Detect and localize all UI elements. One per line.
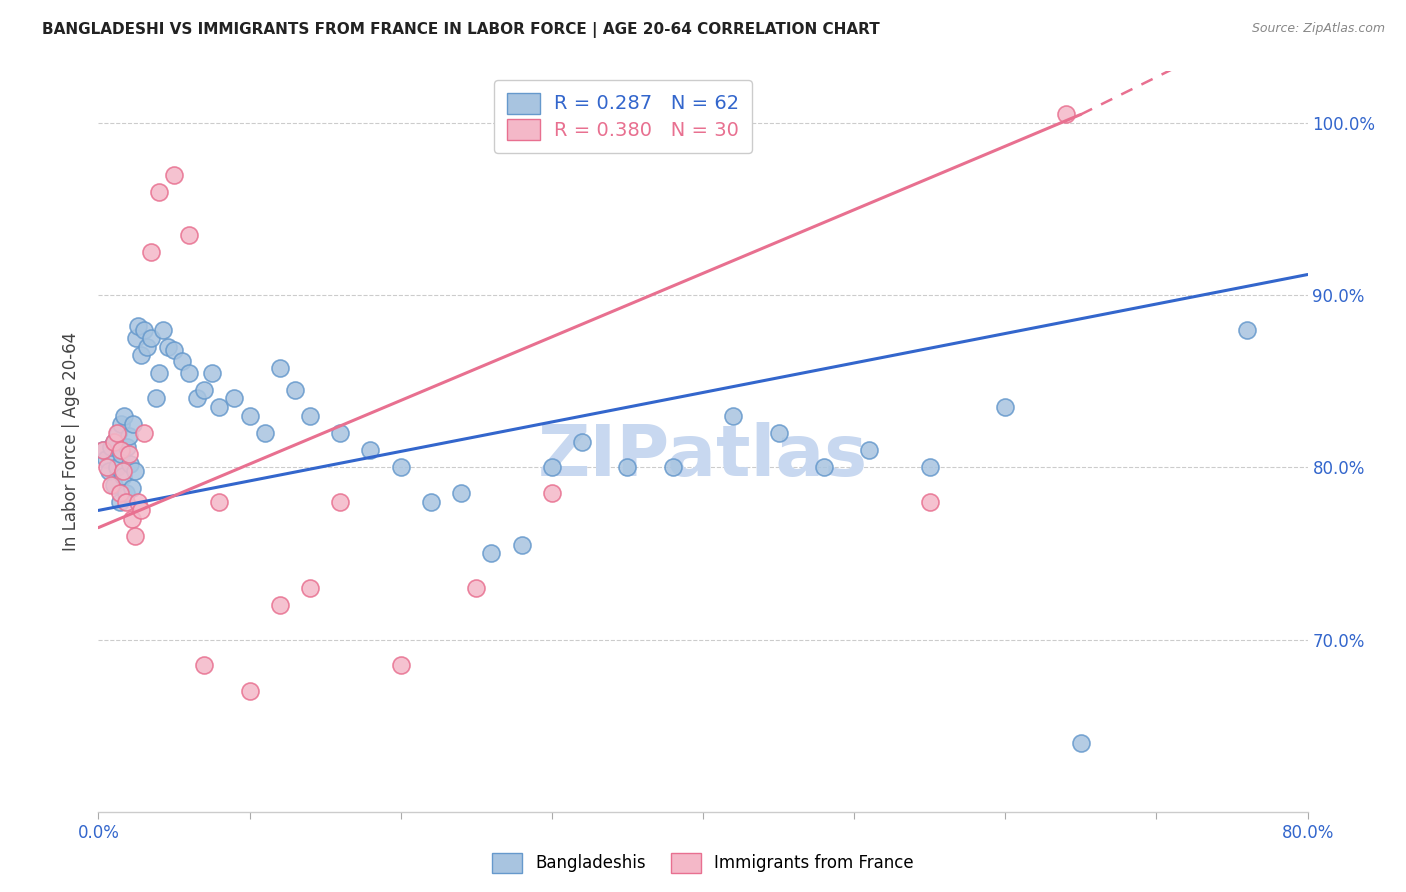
Point [329,495,352,509]
Point [360,443,382,458]
Point [118,429,141,443]
Point [111,464,134,478]
Point [661,460,683,475]
Point [170,353,193,368]
Point [108,486,131,500]
Point [389,658,412,673]
Point [132,323,155,337]
Point [208,400,231,414]
Point [465,581,488,595]
Text: Source: ZipAtlas.com: Source: ZipAtlas.com [1251,22,1385,36]
Point [918,495,941,509]
Point [1054,107,1077,121]
Point [239,409,262,423]
Point [148,185,170,199]
Point [120,457,142,471]
Point [121,481,143,495]
Point [115,440,138,454]
Point [107,425,129,440]
Point [239,684,262,698]
Point [122,417,145,432]
Point [208,495,231,509]
Point [179,366,201,380]
Legend: R = 0.287   N = 62, R = 0.380   N = 30: R = 0.287 N = 62, R = 0.380 N = 30 [495,80,752,153]
Point [145,392,167,406]
Point [152,323,174,337]
Point [127,495,149,509]
Point [125,331,148,345]
Point [193,658,215,673]
Point [103,477,125,491]
Point [193,383,215,397]
Point [299,581,322,595]
Point [141,245,163,260]
Point [723,409,745,423]
Point [96,460,118,475]
Point [124,529,146,543]
Point [114,495,136,509]
Point [129,503,152,517]
Point [329,425,352,440]
Point [135,340,157,354]
Point [540,460,562,475]
Point [858,443,880,458]
Point [450,486,472,500]
Point [127,319,149,334]
Point [110,447,132,461]
Point [269,360,291,375]
Point [132,425,155,440]
Point [163,168,186,182]
Text: ZIPatlas: ZIPatlas [538,422,868,491]
Point [253,425,276,440]
Point [299,409,322,423]
Point [129,348,152,362]
Point [148,366,170,380]
Point [510,538,533,552]
Point [571,434,593,449]
Point [224,392,246,406]
Point [540,486,562,500]
Point [108,495,131,509]
Point [141,331,163,345]
Text: BANGLADESHI VS IMMIGRANTS FROM FRANCE IN LABOR FORCE | AGE 20-64 CORRELATION CHA: BANGLADESHI VS IMMIGRANTS FROM FRANCE IN… [42,22,880,38]
Point [1070,736,1092,750]
Point [179,227,201,242]
Point [110,417,132,432]
Point [994,400,1017,414]
Point [110,443,132,458]
Y-axis label: In Labor Force | Age 20-64: In Labor Force | Age 20-64 [62,332,80,551]
Point [186,392,208,406]
Point [98,464,121,478]
Point [91,443,114,458]
Point [1236,323,1258,337]
Point [156,340,179,354]
Point [118,447,141,461]
Point [163,343,186,358]
Point [616,460,638,475]
Legend: Bangladeshis, Immigrants from France: Bangladeshis, Immigrants from France [485,847,921,880]
Point [481,546,503,560]
Point [105,425,128,440]
Point [918,460,941,475]
Point [112,409,135,423]
Point [201,366,224,380]
Point [813,460,835,475]
Point [284,383,307,397]
Point [94,451,117,466]
Point [121,512,143,526]
Point [269,598,291,612]
Point [768,425,790,440]
Point [420,495,443,509]
Point [91,443,114,458]
Point [105,460,128,475]
Point [103,434,125,449]
Point [114,486,136,500]
Point [124,464,146,478]
Point [103,434,125,449]
Point [389,460,412,475]
Point [111,469,134,483]
Point [100,477,122,491]
Point [100,440,122,454]
